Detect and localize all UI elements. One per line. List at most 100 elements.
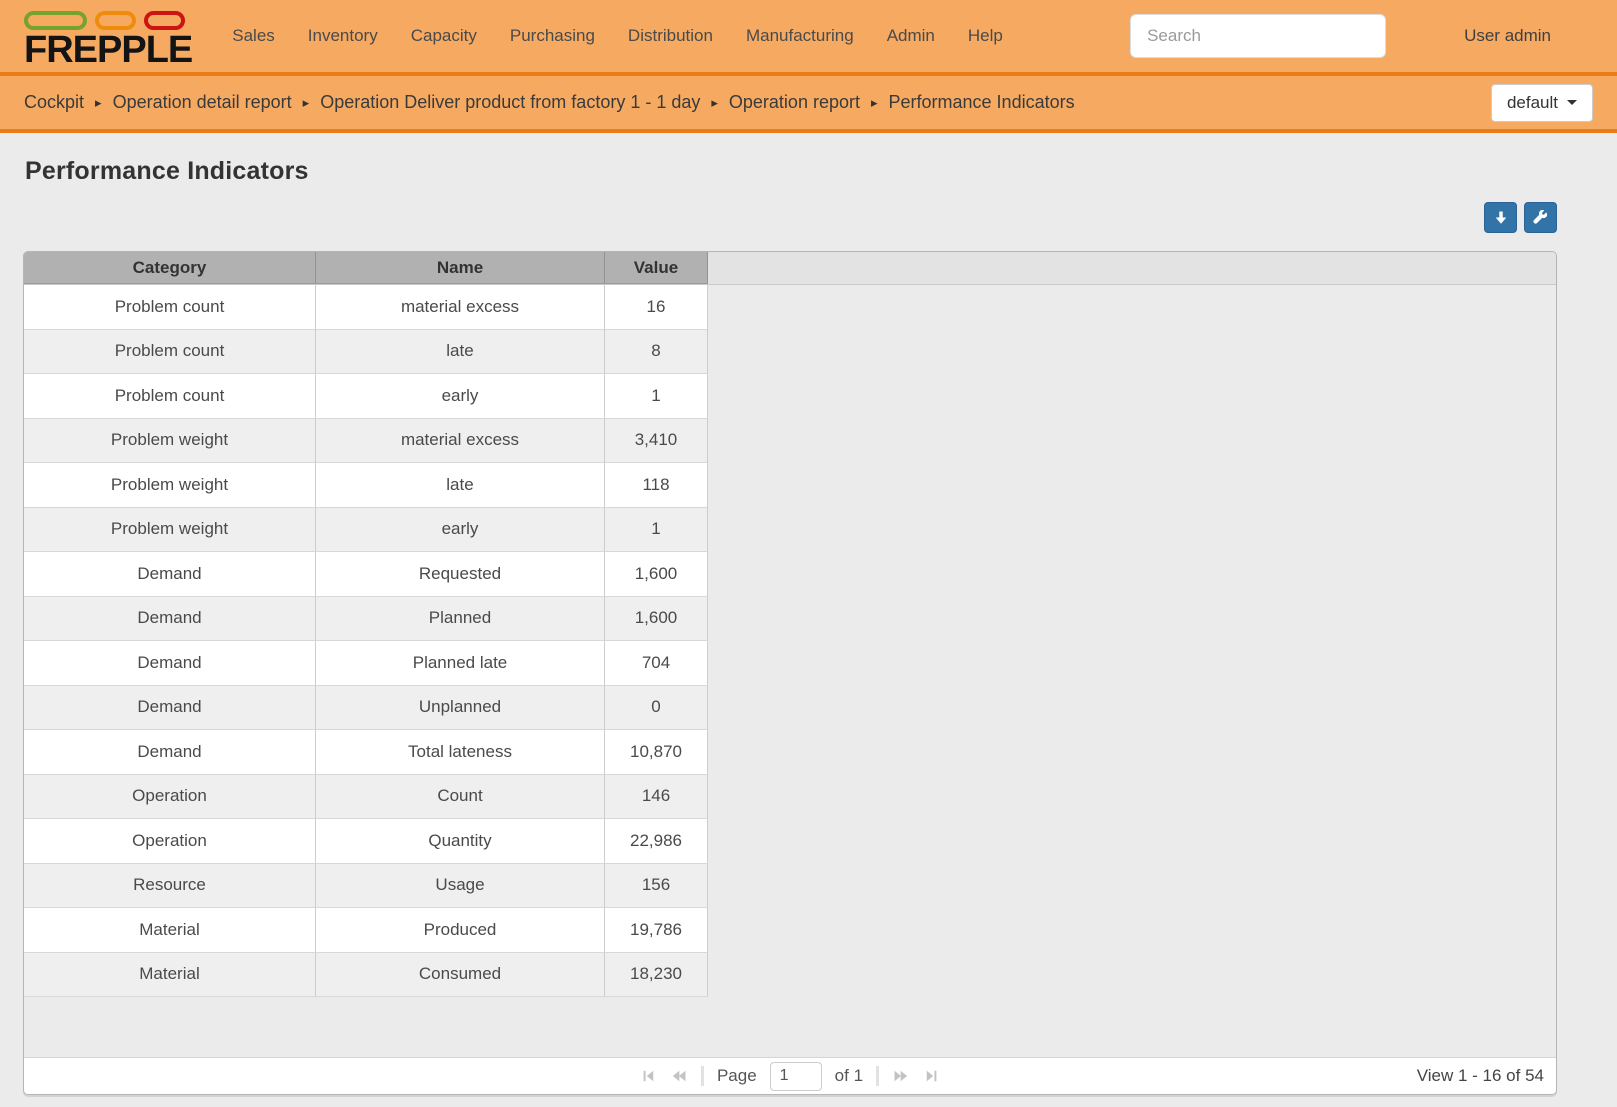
- cell-category: Demand: [24, 552, 316, 597]
- cell-value: 1: [605, 374, 708, 419]
- table-row[interactable]: Demand Requested 1,600: [24, 552, 708, 597]
- view-selector-label: default: [1506, 92, 1558, 112]
- breadcrumb-item[interactable]: Performance Indicators: [888, 92, 1075, 112]
- table-row[interactable]: Resource Usage 156: [24, 863, 708, 908]
- logo-pill-orange-icon: [95, 10, 136, 30]
- cell-name: late: [316, 329, 605, 374]
- table-row[interactable]: Demand Planned 1,600: [24, 596, 708, 641]
- column-header-name[interactable]: Name: [316, 252, 605, 284]
- cell-value: 0: [605, 685, 708, 730]
- nav-item-sales[interactable]: Sales: [232, 26, 275, 45]
- frepple-logo[interactable]: FREPPLE: [24, 4, 193, 71]
- navbar: FREPPLE Sales Inventory Capacity Purchasing…: [0, 0, 1617, 72]
- cell-category: Problem weight: [24, 418, 316, 463]
- cell-value: 19,786: [605, 908, 708, 953]
- pager-bar: Page of 1 View 1 - 16 of 54: [24, 1057, 1556, 1094]
- report-grid: Category Name Value Problem count material …: [23, 251, 1557, 1095]
- cell-category: Problem count: [24, 329, 316, 374]
- breadcrumb-separator-icon: ▸: [95, 94, 102, 110]
- nav-item-admin[interactable]: Admin: [886, 26, 935, 45]
- cell-value: 704: [605, 641, 708, 686]
- nav-item-distribution[interactable]: Distribution: [627, 26, 713, 45]
- page-title: Performance Indicators: [25, 157, 309, 185]
- user-menu[interactable]: User admin: [1464, 26, 1551, 45]
- breadcrumb-separator-icon: ▸: [302, 94, 310, 110]
- cell-name: late: [316, 463, 605, 508]
- cell-name: Planned late: [316, 641, 605, 686]
- nav-item-inventory[interactable]: Inventory: [307, 26, 378, 45]
- cell-category: Demand: [24, 730, 316, 775]
- cell-name: Quantity: [316, 819, 605, 864]
- search-input[interactable]: [1130, 14, 1387, 58]
- cell-name: material excess: [316, 285, 605, 330]
- column-header-value[interactable]: Value: [605, 252, 708, 284]
- column-header-category[interactable]: Category: [24, 252, 316, 284]
- pager-controls: Page of 1: [639, 1061, 941, 1091]
- cell-value: 8: [605, 329, 708, 374]
- cell-name: Unplanned: [316, 685, 605, 730]
- cell-category: Resource: [24, 863, 316, 908]
- page-count-label: of 1: [834, 1066, 864, 1085]
- cell-name: Requested: [316, 552, 605, 597]
- prev-page-icon: [672, 1070, 686, 1082]
- wrench-icon: [1533, 210, 1548, 224]
- table-row[interactable]: Problem weight early 1: [24, 507, 708, 552]
- breadcrumb-item[interactable]: Cockpit: [24, 92, 85, 112]
- table-row[interactable]: Material Produced 19,786: [24, 908, 708, 953]
- breadcrumb-item[interactable]: Operation detail report: [112, 92, 292, 112]
- table-header: Category Name Value: [24, 252, 1556, 285]
- nav-menu: Sales Inventory Capacity Purchasing Distribu…: [232, 26, 1003, 46]
- cell-name: Consumed: [316, 952, 605, 997]
- cell-category: Operation: [24, 819, 316, 864]
- cell-category: Problem weight: [24, 507, 316, 552]
- cell-category: Problem count: [24, 374, 316, 419]
- cell-name: Usage: [316, 863, 605, 908]
- nav-item-manufacturing[interactable]: Manufacturing: [745, 26, 854, 45]
- cell-value: 118: [605, 463, 708, 508]
- cell-value: 1,600: [605, 596, 708, 641]
- nav-item-capacity[interactable]: Capacity: [410, 26, 477, 45]
- customize-button[interactable]: [1524, 202, 1557, 233]
- page-label: Page: [716, 1066, 757, 1085]
- table-row[interactable]: Problem count late 8: [24, 329, 708, 374]
- cell-name: early: [316, 507, 605, 552]
- next-page-button[interactable]: [892, 1069, 910, 1083]
- cell-category: Problem weight: [24, 463, 316, 508]
- nav-item-help[interactable]: Help: [967, 26, 1003, 45]
- cell-category: Operation: [24, 774, 316, 819]
- breadcrumb-item[interactable]: Operation Deliver product from factory 1…: [320, 92, 701, 112]
- nav-item-purchasing[interactable]: Purchasing: [509, 26, 595, 45]
- brand-text: FREPPLE: [24, 28, 193, 71]
- table-row[interactable]: Operation Quantity 22,986: [24, 819, 708, 864]
- cell-name: early: [316, 374, 605, 419]
- cell-value: 1: [605, 507, 708, 552]
- logo-pill-green-icon: [24, 10, 87, 30]
- next-page-icon: [894, 1070, 908, 1082]
- table-row[interactable]: Problem weight material excess 3,410: [24, 418, 708, 463]
- table-row[interactable]: Problem count material excess 16: [24, 285, 708, 330]
- view-selector-button[interactable]: default: [1490, 83, 1593, 122]
- download-button[interactable]: [1484, 202, 1517, 233]
- cell-category: Demand: [24, 641, 316, 686]
- first-page-icon: [643, 1070, 654, 1082]
- last-page-button[interactable]: [923, 1069, 941, 1083]
- table-row[interactable]: Demand Total lateness 10,870: [24, 730, 708, 775]
- download-arrow-icon: [1495, 211, 1506, 224]
- table-row[interactable]: Problem count early 1: [24, 374, 708, 419]
- cell-value: 156: [605, 863, 708, 908]
- first-page-button[interactable]: [639, 1069, 657, 1083]
- table-row[interactable]: Operation Count 146: [24, 774, 708, 819]
- table-row[interactable]: Demand Unplanned 0: [24, 685, 708, 730]
- breadcrumb-separator-icon: ▸: [870, 94, 878, 110]
- pager-divider: [876, 1066, 880, 1086]
- cell-name: Total lateness: [316, 730, 605, 775]
- header-filler: [708, 252, 1556, 284]
- table-row[interactable]: Material Consumed 18,230: [24, 952, 708, 997]
- table-row[interactable]: Problem weight late 118: [24, 463, 708, 508]
- content-area: Performance Indicators Category Name Value…: [0, 157, 1617, 1095]
- page-number-input[interactable]: [769, 1061, 822, 1091]
- breadcrumb-item[interactable]: Operation report: [728, 92, 860, 112]
- prev-page-button[interactable]: [670, 1069, 688, 1083]
- table-row[interactable]: Demand Planned late 704: [24, 641, 708, 686]
- cell-name: Count: [316, 774, 605, 819]
